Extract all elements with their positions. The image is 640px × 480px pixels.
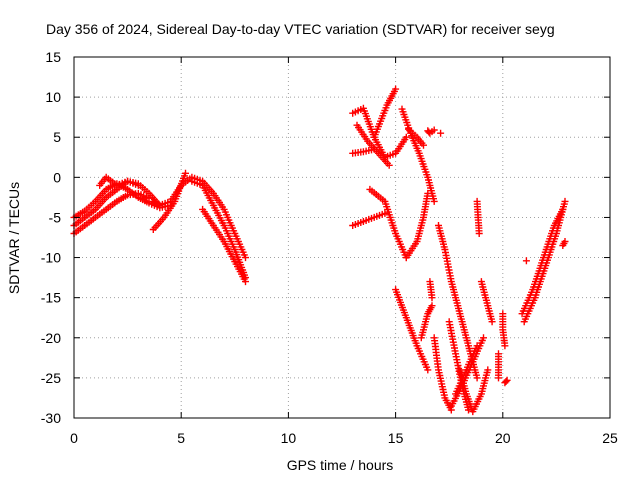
- data-point: [430, 197, 438, 205]
- data-point: [473, 374, 481, 382]
- series-arc-35: [518, 205, 567, 318]
- series-arc-21: [437, 129, 445, 137]
- series-arc-31: [499, 310, 509, 350]
- y-tick-label: 10: [45, 89, 61, 105]
- chart-title: Day 356 of 2024, Sidereal Day-to-day VTE…: [46, 21, 555, 37]
- series-arc-9: [349, 104, 410, 161]
- x-tick-label: 0: [70, 430, 78, 446]
- series-arc-8: [199, 205, 249, 286]
- x-tick-label: 5: [177, 430, 185, 446]
- data-point: [484, 366, 492, 374]
- series-arc-4: [96, 173, 142, 189]
- data-point: [502, 378, 510, 385]
- y-tick-label: 15: [45, 49, 61, 65]
- y-tick-label: -5: [49, 209, 62, 225]
- y-tick-label: -10: [41, 250, 61, 266]
- series-arc-32: [501, 376, 511, 387]
- series-arc-11: [349, 145, 378, 157]
- data-point: [488, 318, 496, 326]
- data-point: [522, 257, 530, 265]
- data-point: [473, 342, 481, 350]
- data-point: [145, 194, 153, 202]
- series-arc-18: [392, 286, 432, 374]
- data-point: [242, 254, 249, 262]
- data-point: [242, 278, 249, 286]
- data-point: [385, 161, 393, 169]
- series-arc-15: [402, 189, 432, 262]
- data-point: [561, 197, 569, 205]
- y-axis-title: SDTVAR / TECUs: [6, 182, 22, 294]
- data-point: [182, 169, 189, 177]
- axis-ticks: 0 5 10 15 20 25 -30 -25 -20 -15 -10 -5 0 5 10 15: [41, 49, 618, 446]
- x-tick-label: 20: [495, 430, 511, 446]
- data-point: [428, 294, 436, 302]
- data-point: [392, 85, 400, 93]
- x-tick-label: 25: [602, 430, 618, 446]
- data-point: [501, 342, 509, 350]
- data-point: [402, 133, 410, 141]
- series-arc-6: [149, 169, 189, 233]
- series-arc-29: [477, 278, 496, 326]
- data-point: [370, 145, 378, 153]
- series-arc-20: [424, 126, 438, 137]
- series-arc-28: [473, 197, 483, 237]
- series-arc-14: [366, 185, 410, 262]
- data-point: [480, 334, 487, 342]
- x-axis-title: GPS time / hours: [287, 457, 394, 473]
- data-point: [503, 376, 511, 384]
- series-arc-17: [405, 125, 427, 149]
- data-point: [475, 230, 483, 237]
- series-arc-37: [559, 238, 569, 249]
- y-tick-label: -20: [41, 330, 61, 346]
- y-tick-label: 5: [53, 129, 61, 145]
- y-tick-label: -25: [41, 370, 61, 386]
- series-arc-33: [426, 278, 436, 302]
- data-point: [559, 205, 567, 213]
- series-arc-3: [70, 189, 153, 237]
- data-point: [381, 209, 389, 217]
- series-arc-23: [430, 334, 455, 414]
- data-point: [437, 129, 445, 137]
- series-arc-12: [349, 209, 389, 229]
- series-arc-30: [495, 350, 502, 382]
- data-points: [70, 85, 569, 416]
- series-arc-13: [370, 85, 400, 141]
- x-tick-label: 10: [281, 430, 297, 446]
- data-point: [561, 238, 569, 245]
- grid: [74, 57, 610, 418]
- data-point: [424, 366, 432, 374]
- plot-frame: [73, 56, 611, 419]
- series-arc-16: [398, 105, 438, 205]
- series-arc-27: [452, 342, 481, 398]
- y-tick-label: -30: [41, 410, 61, 426]
- data-point: [430, 126, 438, 134]
- series-arc-36: [522, 257, 530, 265]
- y-tick-label: 0: [53, 169, 61, 185]
- data-point: [134, 181, 142, 189]
- data-point: [428, 302, 436, 310]
- data-point: [420, 141, 427, 149]
- x-tick-label: 15: [388, 430, 404, 446]
- y-tick-label: -15: [41, 290, 61, 306]
- series-arc-19: [417, 302, 436, 342]
- data-point: [495, 374, 502, 382]
